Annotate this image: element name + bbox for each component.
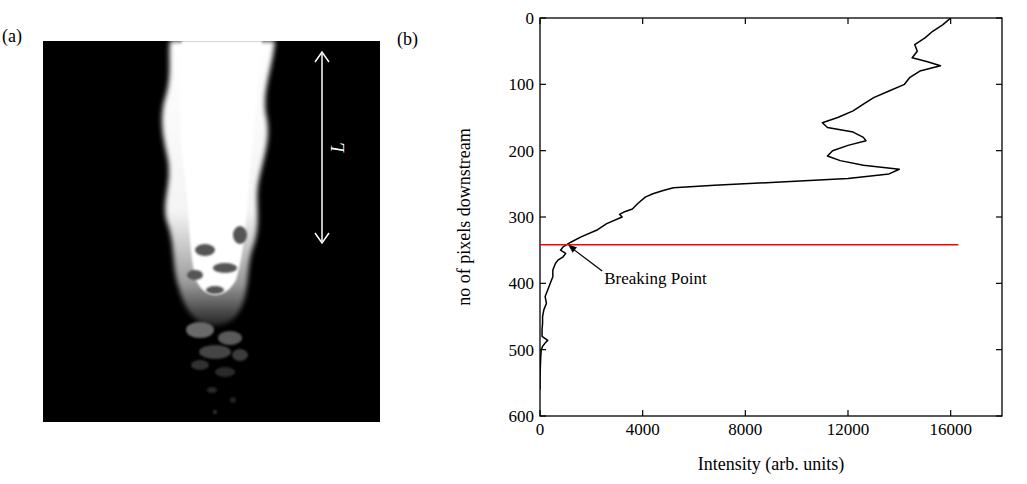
plot-area — [540, 18, 958, 389]
flame-wisp — [206, 286, 224, 294]
y-tick-label: 300 — [509, 208, 535, 227]
flame — [162, 41, 275, 414]
y-tick-right — [996, 216, 1002, 217]
flame-wisp — [233, 226, 247, 244]
y-tick-label: 400 — [509, 274, 535, 293]
flame-fragment — [215, 367, 235, 377]
x-tick — [847, 410, 848, 416]
flame-fragment — [230, 397, 236, 403]
y-tick-right — [996, 84, 1002, 85]
x-tick-label: 0 — [536, 420, 545, 439]
y-tick — [540, 84, 546, 85]
annotation: Breaking Point — [604, 269, 707, 288]
flame-fragment — [191, 360, 209, 370]
y-tick — [540, 283, 546, 284]
y-tick-right — [996, 415, 1002, 416]
y-tick-label: 200 — [509, 142, 535, 161]
y-axis-title: no of pixels downstream — [454, 128, 474, 305]
y-tick — [540, 415, 546, 416]
arrow-head — [315, 233, 329, 243]
x-tick-top — [642, 18, 643, 24]
x-tick — [950, 410, 951, 416]
y-tick — [540, 216, 546, 217]
y-tick-right — [996, 17, 1002, 18]
image-background — [43, 41, 380, 422]
flame-fragment — [199, 345, 231, 359]
flame-wisp — [195, 244, 215, 256]
panel-label: (b) — [397, 29, 418, 50]
y-tick-label: 100 — [509, 75, 535, 94]
flame-wisp — [213, 263, 237, 273]
x-tick-label: 16000 — [929, 420, 972, 439]
y-tick-right — [996, 150, 1002, 151]
flame-wisp — [187, 270, 203, 280]
arrow-head — [315, 52, 329, 62]
flame-core — [180, 41, 262, 295]
length-label: L — [328, 142, 348, 153]
y-tick — [540, 17, 546, 18]
y-tick-label: 600 — [509, 407, 535, 426]
flame-fragment — [232, 349, 248, 361]
y-tick-label: 500 — [509, 341, 535, 360]
x-tick-top — [847, 18, 848, 24]
x-tick — [745, 410, 746, 416]
panel-label: (a) — [2, 26, 22, 47]
plot-frame — [540, 18, 1002, 416]
x-tick — [642, 410, 643, 416]
annotation-arrow-head — [568, 245, 577, 253]
flame-fragment — [218, 331, 242, 345]
x-axis-title: Intensity (arb. units) — [698, 454, 844, 475]
x-tick-top — [539, 18, 540, 24]
flame-fragment — [213, 410, 217, 414]
intensity-line — [540, 18, 951, 389]
y-tick-right — [996, 283, 1002, 284]
x-tick-label: 12000 — [827, 420, 870, 439]
flame-fragment — [207, 387, 217, 393]
y-tick-label: 0 — [526, 9, 535, 28]
flame-fragment — [186, 322, 214, 338]
breaking-line — [540, 244, 958, 246]
x-tick-label: 8000 — [728, 420, 762, 439]
y-tick — [540, 150, 546, 151]
y-tick-right — [996, 349, 1002, 350]
x-tick — [539, 410, 540, 416]
flame-body — [162, 41, 275, 326]
length-arrow — [321, 54, 323, 241]
annotation-arrow — [570, 247, 602, 271]
x-tick-top — [745, 18, 746, 24]
x-tick-label: 4000 — [626, 420, 660, 439]
